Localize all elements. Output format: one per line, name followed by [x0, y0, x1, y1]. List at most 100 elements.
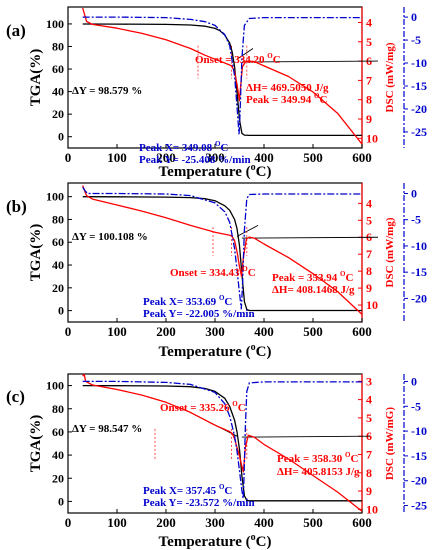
onset-degree: O	[232, 400, 238, 408]
dsc-tick-label: 4	[366, 393, 372, 407]
onset-unit: C	[273, 54, 281, 66]
x-tick-label: 400	[254, 150, 274, 165]
x-tick-label: 300	[205, 324, 225, 339]
x-tick-label: 0	[65, 150, 72, 165]
dtg-curve	[82, 186, 362, 310]
panel-label: (c)	[6, 387, 25, 406]
dtg-peak-x-value: Peak X= 357.45	[143, 485, 219, 497]
tga-tick-label: 40	[52, 448, 64, 462]
dtg-peak-x-degree: O	[219, 483, 225, 491]
dtg-peak-y-annotation: Peak Y= -23.572 %/min	[143, 497, 255, 509]
dtg-peak-x-value: Peak X= 349.08	[139, 142, 215, 154]
delta-y-annotation: ΔY = 98.579 %	[72, 85, 142, 97]
x-tick-label: 0	[65, 324, 72, 339]
onset-annotation: Onset = 334.20 OC	[195, 52, 281, 66]
dsc-peak-annotation: Peak = 358.30 OC	[277, 451, 358, 465]
dtg-tick-label: -25	[411, 499, 427, 513]
dsc-curve	[82, 7, 363, 145]
tga-axis-title: TGA(%)	[28, 224, 44, 282]
delta-h-annotation: ΔH= 408.1468 J/g	[272, 284, 355, 296]
dsc-tick-label: 8	[366, 264, 372, 278]
dsc-tick-label: 10	[366, 502, 378, 516]
dsc-peak-degree: O	[314, 92, 320, 100]
x-tick-label: 100	[107, 150, 127, 165]
x-tick-label: 400	[254, 515, 274, 530]
dtg-peak-x-degree: O	[215, 140, 221, 148]
dtg-tick-label: -15	[411, 79, 427, 93]
dtg-tick-label: -20	[411, 474, 427, 488]
dsc-tick-label: 9	[366, 112, 372, 126]
x-tick-label: 100	[107, 515, 127, 530]
dsc-tick-label: 10	[366, 131, 378, 145]
dtg-peak-x-degree: O	[219, 294, 225, 302]
dtg-peak-x-value: Peak X= 353.69	[143, 296, 219, 308]
x-axis-title-main: Temperature (	[159, 344, 251, 360]
delta-h-annotation: ΔH= 469.5050 J/g	[246, 82, 329, 94]
dsc-tick-label: 4	[366, 196, 372, 210]
x-tick-label: 600	[352, 324, 372, 339]
x-tick-label: 0	[65, 515, 72, 530]
x-tick-label: 400	[254, 324, 274, 339]
x-axis-title-degree: o	[251, 532, 256, 543]
delta-y-annotation: ΔY = 98.547 %	[72, 423, 142, 435]
dsc-tick-label: 10	[366, 298, 378, 312]
dsc-tick-label: 7	[366, 73, 372, 87]
dtg-tick-label: 0	[411, 374, 417, 388]
dtg-tick-label: -20	[411, 291, 427, 305]
dtg-curve	[82, 380, 362, 500]
x-tick-label: 200	[156, 515, 176, 530]
tga-tick-label: 40	[52, 258, 64, 272]
baseline-line	[241, 435, 371, 438]
panel-label: (b)	[6, 197, 27, 216]
dtg-tick-label: 0	[411, 186, 417, 200]
tga-curve	[82, 196, 362, 312]
delta-y-annotation: ΔY = 100.108 %	[72, 231, 148, 243]
dsc-tick-label: 8	[366, 93, 372, 107]
dsc-tick-label: 3	[366, 374, 372, 388]
dtg-tick-label: -5	[411, 399, 421, 413]
x-tick-label: 600	[352, 515, 372, 530]
dtg-tick-label: -5	[411, 33, 421, 47]
dsc-peak-value: Peak = 349.94	[246, 94, 314, 106]
onset-value: Onset = 334.20	[195, 54, 267, 66]
x-tick-label: 100	[107, 324, 127, 339]
dtg-peak-x-unit: C	[220, 142, 228, 154]
baseline-line	[241, 236, 379, 239]
dtg-tick-label: 0	[411, 10, 417, 24]
tga-tick-label: 100	[46, 379, 64, 393]
tga-tick-label: 0	[58, 130, 64, 144]
dtg-tick-label: -20	[411, 102, 427, 116]
tga-curve	[82, 23, 362, 137]
dsc-peak-unit: C	[350, 453, 358, 465]
tga-tick-label: 20	[52, 107, 64, 121]
dtg-tick-label: -10	[411, 239, 427, 253]
tga-tick-label: 80	[52, 402, 64, 416]
baseline-line	[241, 60, 379, 63]
x-axis-title-main: Temperature (	[159, 534, 251, 550]
onset-degree: O	[267, 52, 273, 60]
dsc-tick-label: 4	[366, 15, 372, 29]
dsc-tick-label: 5	[366, 213, 372, 227]
x-tick-label: 200	[156, 324, 176, 339]
dtg-peak-x-annotation: Peak X= 353.69 OC	[143, 294, 232, 308]
x-axis-title-unit: C)	[256, 344, 272, 360]
onset-value: Onset = 335.26	[160, 402, 232, 414]
x-axis-title-degree: o	[251, 162, 256, 173]
dtg-tick-label: -15	[411, 449, 427, 463]
onset-tangent-line	[236, 224, 259, 237]
tga-tick-label: 40	[52, 85, 64, 99]
dsc-peak-value: Peak = 358.30	[277, 453, 345, 465]
tga-curve	[82, 384, 362, 502]
dtg-peak-y-annotation: Peak Y= -22.005 %/min	[143, 308, 255, 320]
x-tick-label: 500	[303, 150, 323, 165]
tga-tick-label: 0	[58, 304, 64, 318]
dsc-tick-label: 7	[366, 447, 372, 461]
x-tick-label: 500	[303, 324, 323, 339]
dtg-tick-label: -5	[411, 213, 421, 227]
tga-tick-label: 80	[52, 212, 64, 226]
dsc-peak-degree: O	[340, 270, 346, 278]
onset-value: Onset = 334.43	[170, 267, 242, 279]
